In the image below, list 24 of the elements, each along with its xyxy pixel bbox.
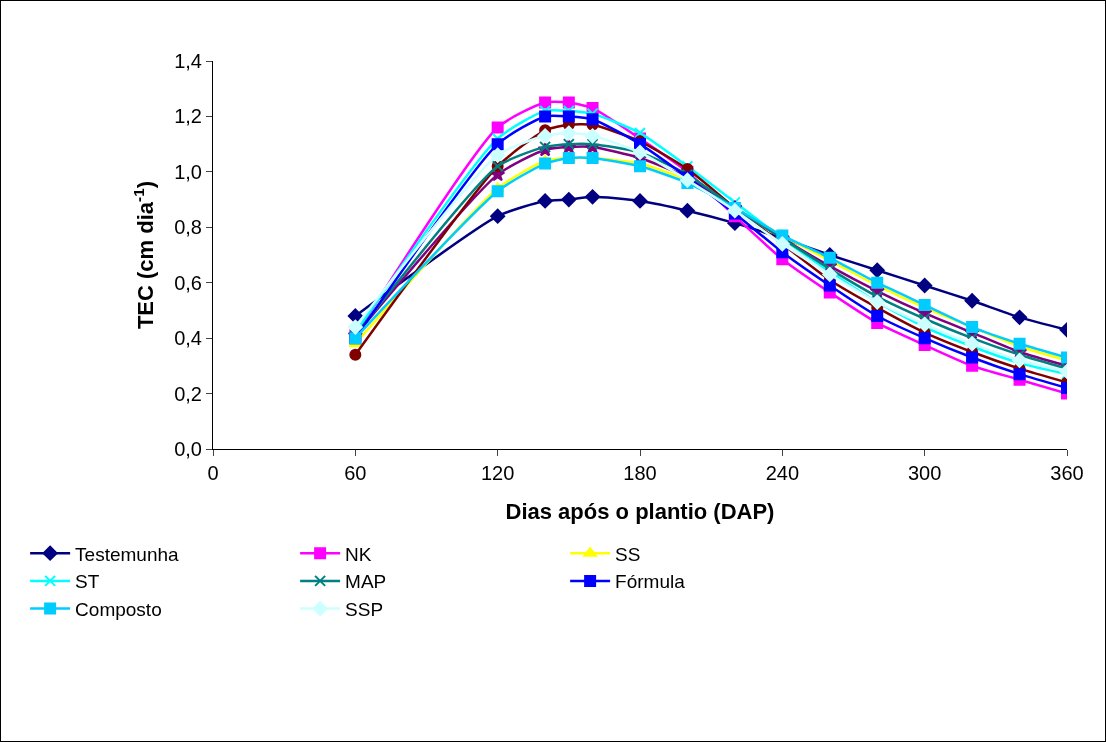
x-tick-label: 0 — [207, 462, 219, 484]
y-tick-label: 0,4 — [174, 327, 202, 350]
y-tick-label: 1,2 — [174, 105, 202, 128]
y-tick-label: 0,2 — [174, 382, 202, 405]
x-axis-title: Dias após o plantio (DAP) — [505, 498, 775, 524]
x-tick-label: 240 — [765, 462, 800, 484]
x-tick-label: 300 — [907, 462, 942, 484]
legend-label: SSP — [345, 599, 384, 621]
x-tick-label: 360 — [1050, 462, 1084, 484]
legend-label: Fórmula — [615, 571, 686, 593]
legend-label: MAP — [345, 571, 387, 593]
y-tick-label: 0,6 — [174, 271, 202, 294]
legend-label: ST — [75, 571, 100, 593]
y-tick-label: 0,0 — [174, 438, 202, 460]
y-tick-label: 0,8 — [174, 216, 202, 239]
x-tick-label: 60 — [344, 462, 367, 484]
y-tick-label: 1,0 — [174, 160, 202, 183]
x-tick-label: 180 — [623, 462, 657, 484]
y-tick-label: 1,4 — [174, 50, 202, 72]
legend-label: SS — [615, 543, 641, 565]
x-tick-label: 120 — [480, 462, 515, 484]
legend-label: Testemunha — [75, 543, 180, 565]
legend-label: Composto — [75, 599, 162, 621]
legend-label: NK — [345, 543, 372, 565]
